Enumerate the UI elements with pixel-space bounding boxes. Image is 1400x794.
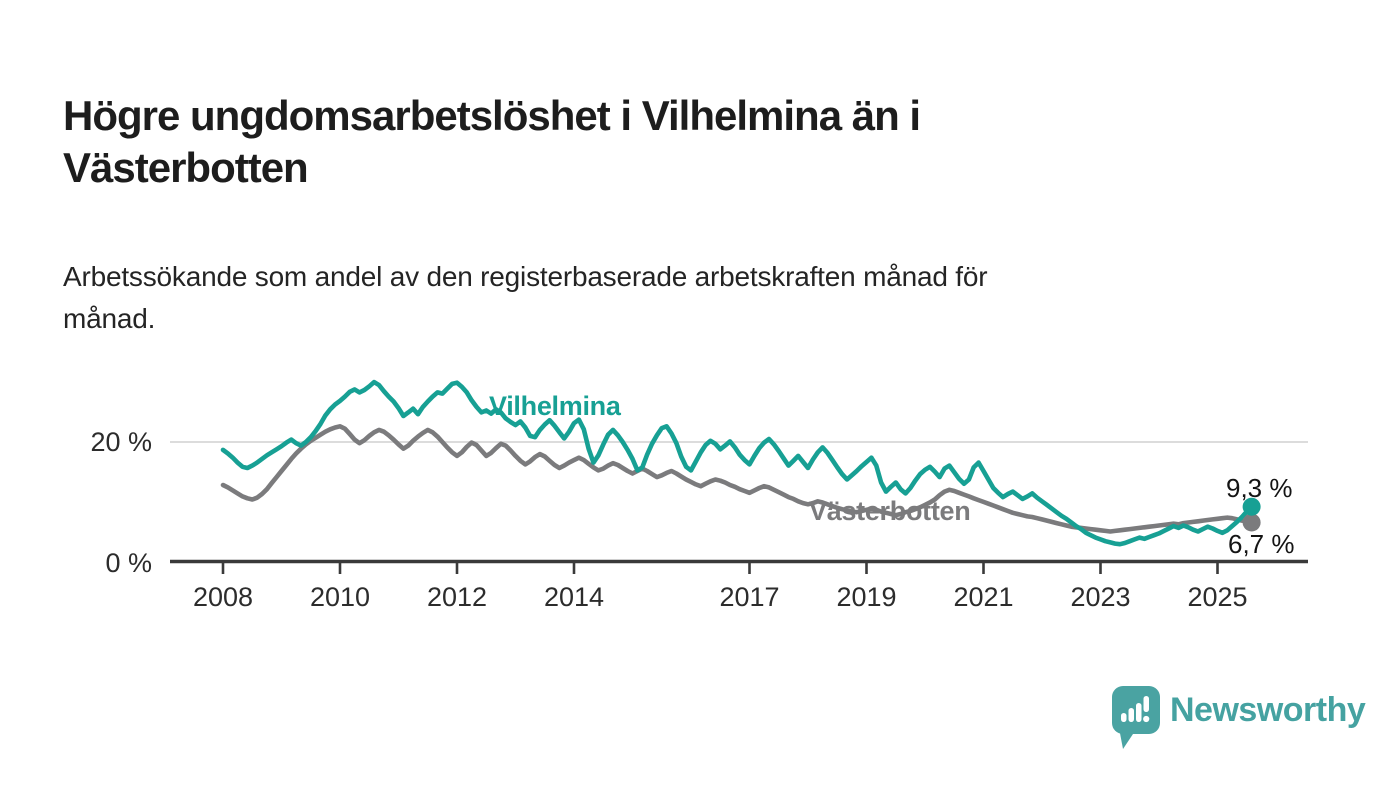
- y-tick-label-0: 0 %: [105, 548, 152, 578]
- chart-subtitle: Arbetssökande som andel av den registerb…: [63, 256, 1313, 340]
- page-title-line1: Högre ungdomsarbetslöshet i Vilhelmina ä…: [63, 92, 921, 140]
- x-axis: [170, 559, 1308, 574]
- x-tick-label-2019: 2019: [836, 582, 896, 612]
- series-end-dots: [1242, 497, 1261, 532]
- page-title-line2: Västerbotten: [63, 144, 309, 192]
- x-tick-label-2008: 2008: [193, 582, 253, 612]
- x-tick-label-2017: 2017: [719, 582, 779, 612]
- x-tick-label-2021: 2021: [953, 582, 1013, 612]
- newsworthy-logo: Newsworthy: [1112, 686, 1366, 752]
- x-tick-label-2010: 2010: [310, 582, 370, 612]
- chart-subtitle-line2: månad.: [63, 303, 156, 334]
- logo-bubble-tail: [1119, 728, 1135, 749]
- end-value-vasterbotten: 6,7 %: [1228, 529, 1295, 559]
- x-tick-label-2014: 2014: [544, 582, 604, 612]
- x-axis-tick-labels: 2008 2010 2012 2014 2017 2019 2021 2023 2025: [193, 582, 1248, 612]
- page-title: Högre ungdomsarbetslöshet i Vilhelmina ä…: [63, 90, 1263, 194]
- vilhelmina-line: [220, 379, 1254, 547]
- newsworthy-logo-text: Newsworthy: [1170, 691, 1366, 729]
- y-axis-tick-labels: 20 % 0 %: [90, 427, 152, 578]
- newsworthy-logo-icon: [1112, 686, 1160, 749]
- x-tick-label-2012: 2012: [427, 582, 487, 612]
- vasterbotten-end-dot: [1242, 513, 1261, 532]
- end-value-vilhelmina: 9,3 %: [1226, 473, 1293, 503]
- logo-bar-chart-glyph: [1121, 696, 1150, 723]
- x-tick-label-2023: 2023: [1070, 582, 1130, 612]
- series-label-vilhelmina: Vilhelmina: [489, 391, 621, 421]
- series-label-vasterbotten: Västerbotten: [809, 496, 971, 526]
- vilhelmina-end-dot: [1242, 497, 1261, 516]
- y-tick-label-20: 20 %: [90, 427, 152, 457]
- series-lines: [220, 379, 1254, 547]
- x-tick-label-2025: 2025: [1187, 582, 1247, 612]
- chart-subtitle-line1: Arbetssökande som andel av den registerb…: [63, 261, 988, 292]
